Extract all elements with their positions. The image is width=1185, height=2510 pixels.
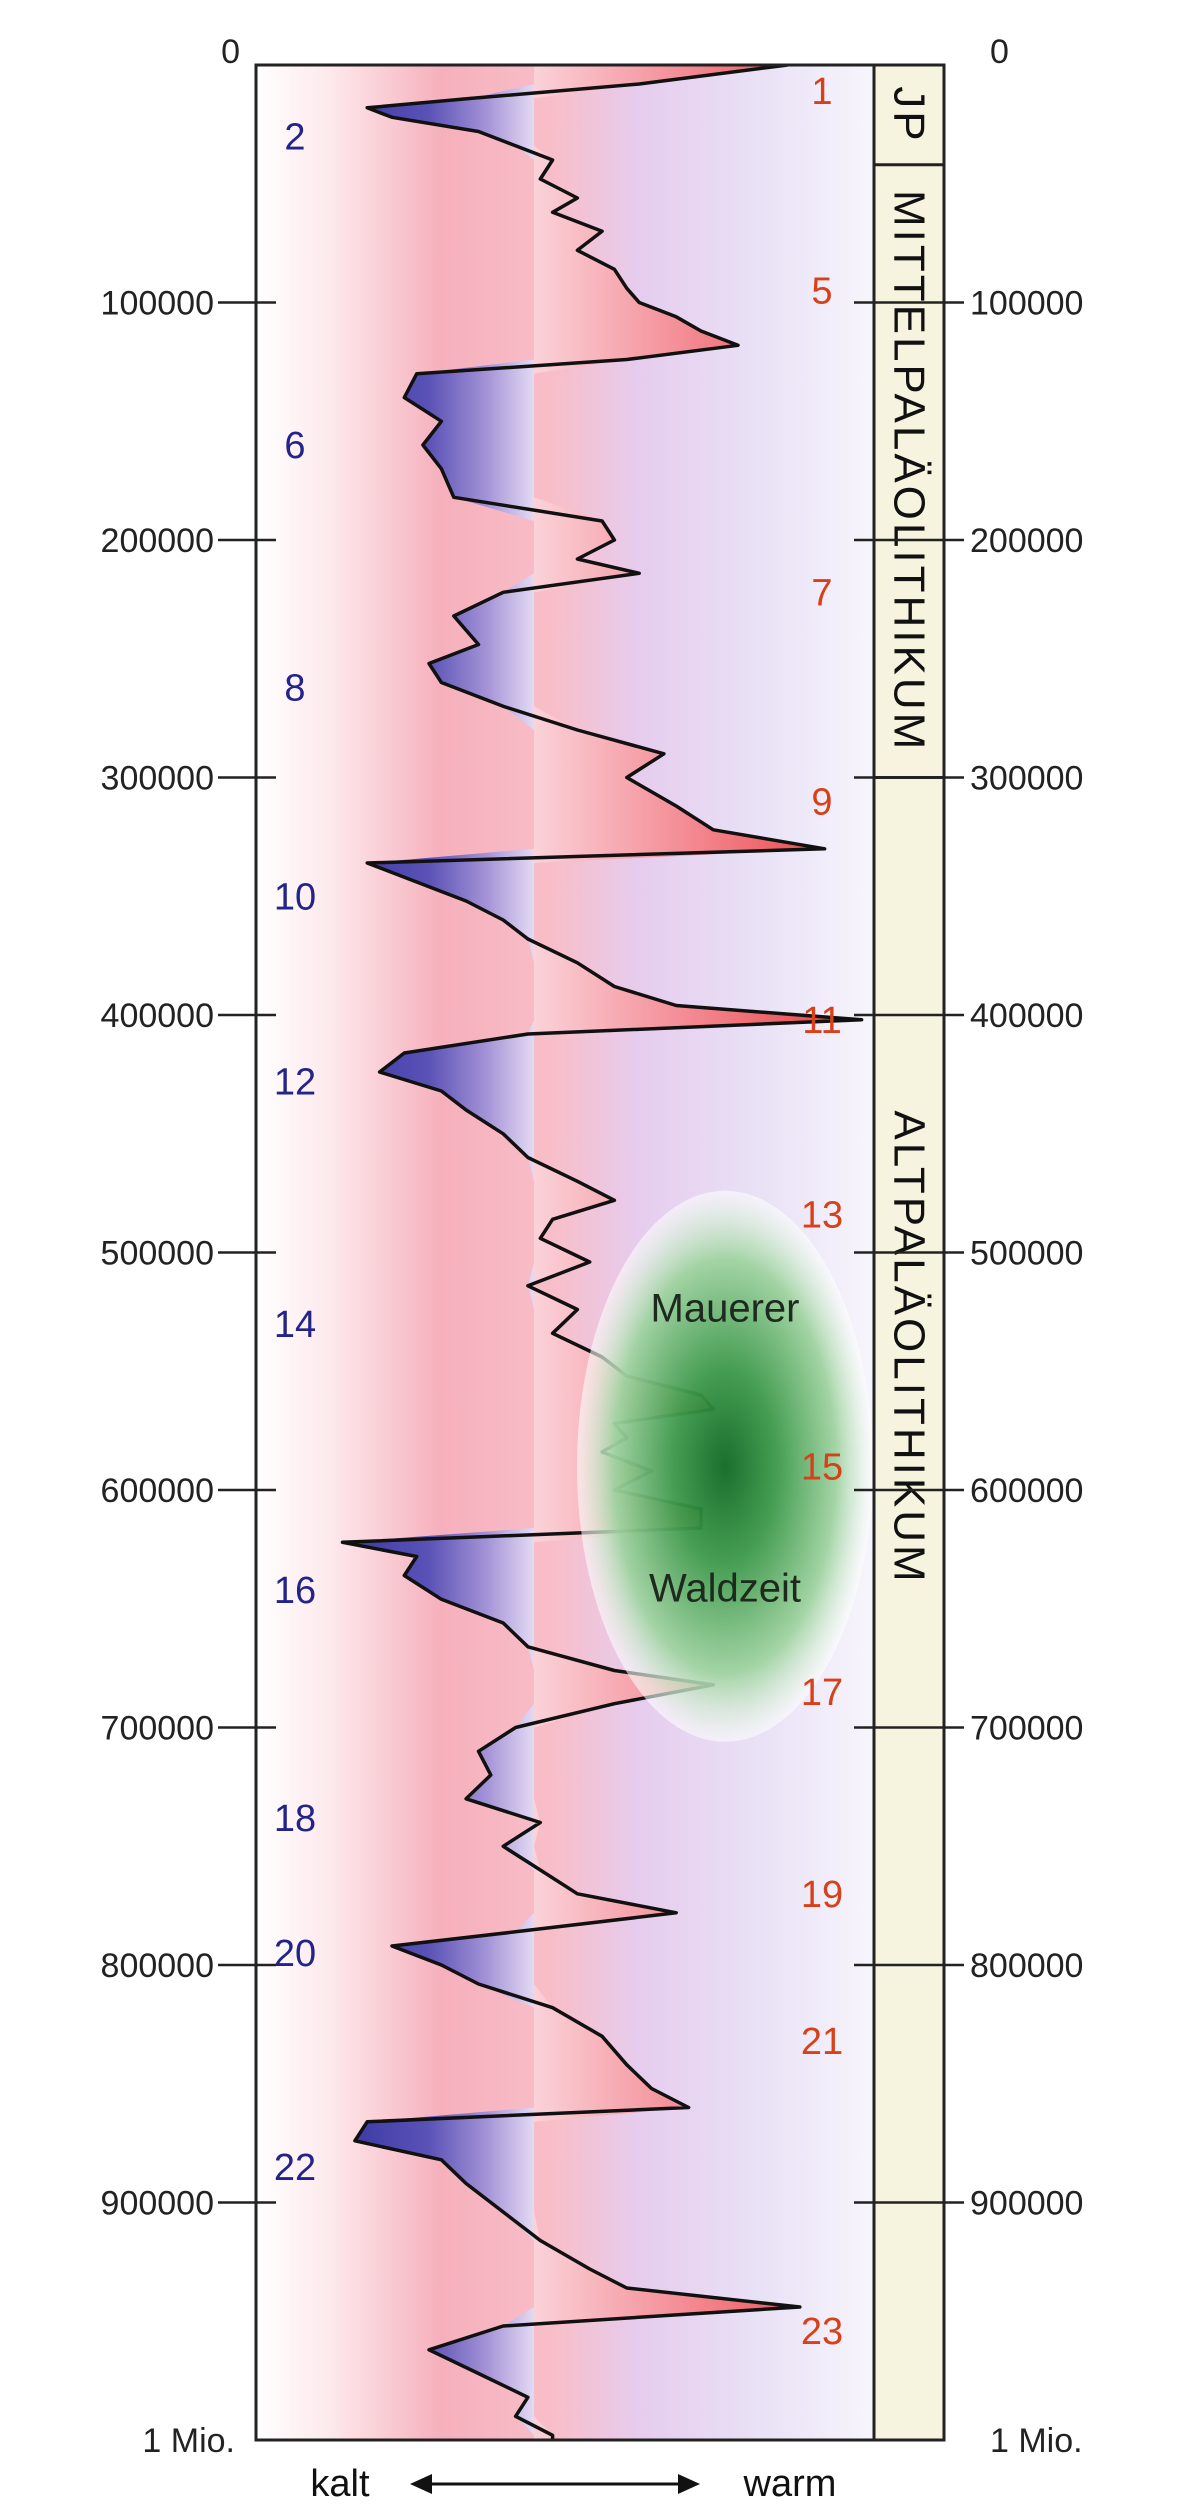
cold-stage-label: 16 xyxy=(274,1570,316,1612)
period-labels: JP MITTELPALÄOLITHIKUM ALTPALÄOLITHIKUM xyxy=(874,86,944,1585)
cold-stage-label: 22 xyxy=(274,2147,316,2189)
cold-stage-label: 2 xyxy=(284,116,305,158)
left-tick-label: 300000 xyxy=(101,760,214,798)
warm-area xyxy=(534,65,862,2440)
left-tick-label: 400000 xyxy=(101,997,214,1035)
right-tick-label: 700000 xyxy=(970,1710,1083,1748)
left-tick-label: 700000 xyxy=(101,1710,214,1748)
cold-stage-label: 12 xyxy=(274,1062,316,1104)
period-label: MITTELPALÄOLITHIKUM xyxy=(885,190,934,752)
x-axis-left-label: kalt xyxy=(310,2463,370,2505)
cold-stage-label: 18 xyxy=(274,1798,316,1840)
left-tick-label: 0 xyxy=(221,33,240,71)
cold-stage-label: 8 xyxy=(284,667,305,709)
left-axis: 0 100000 200000 300000 400000 500000 600000 700… xyxy=(101,33,276,2460)
right-tick-label: 800000 xyxy=(970,1947,1083,1985)
end-label-left: 1 Mio. xyxy=(142,2422,235,2460)
warm-stage-label: 15 xyxy=(801,1446,843,1488)
right-tick-label: 0 xyxy=(990,33,1009,71)
warm-stage-label: 5 xyxy=(811,271,832,313)
warm-stage-label: 9 xyxy=(811,781,832,823)
right-tick-label: 900000 xyxy=(970,2185,1083,2223)
annotation-line-1: Mauerer xyxy=(651,1286,800,1330)
double-arrow-icon xyxy=(410,2474,700,2494)
right-tick-label: 500000 xyxy=(970,1235,1083,1273)
period-label: JP xyxy=(885,86,934,143)
warm-stage-label: 1 xyxy=(811,71,832,113)
left-tick-label: 600000 xyxy=(101,1472,214,1510)
forest-period-highlight xyxy=(577,1190,873,1742)
climate-series-line xyxy=(340,65,864,2440)
cold-stage-label: 14 xyxy=(274,1304,316,1346)
cold-stage-label: 10 xyxy=(274,876,316,918)
warm-stage-label: 21 xyxy=(801,2021,843,2063)
left-tick-label: 900000 xyxy=(101,2185,214,2223)
warm-stage-label: 11 xyxy=(802,1000,841,1042)
annotation-line-2: Waldzeit xyxy=(649,1566,801,1610)
right-tick-label: 400000 xyxy=(970,997,1083,1035)
cold-stage-label: 6 xyxy=(284,425,305,467)
warm-stage-label: 17 xyxy=(801,1672,843,1714)
right-tick-label: 200000 xyxy=(970,522,1083,560)
left-tick-label: 800000 xyxy=(101,1947,214,1985)
right-tick-label: 100000 xyxy=(970,285,1083,323)
right-tick-label: 300000 xyxy=(970,760,1083,798)
warm-stage-label: 23 xyxy=(801,2311,843,2353)
period-label: ALTPALÄOLITHIKUM xyxy=(885,1110,934,1584)
end-label-right: 1 Mio. xyxy=(990,2422,1083,2460)
warm-stage-label: 13 xyxy=(801,1195,843,1237)
warm-stage-label: 19 xyxy=(801,1874,843,1916)
left-tick-label: 500000 xyxy=(101,1235,214,1273)
warm-stage-label: 7 xyxy=(811,572,832,614)
x-axis-right-label: warm xyxy=(743,2463,837,2505)
right-tick-label: 600000 xyxy=(970,1472,1083,1510)
left-tick-label: 100000 xyxy=(101,285,214,323)
cold-stage-label: 20 xyxy=(274,1933,316,1975)
left-tick-label: 200000 xyxy=(101,522,214,560)
right-axis: 0 100000 200000 300000 400000 500000 600000 700… xyxy=(854,33,1083,2460)
cold-area xyxy=(342,65,535,2440)
